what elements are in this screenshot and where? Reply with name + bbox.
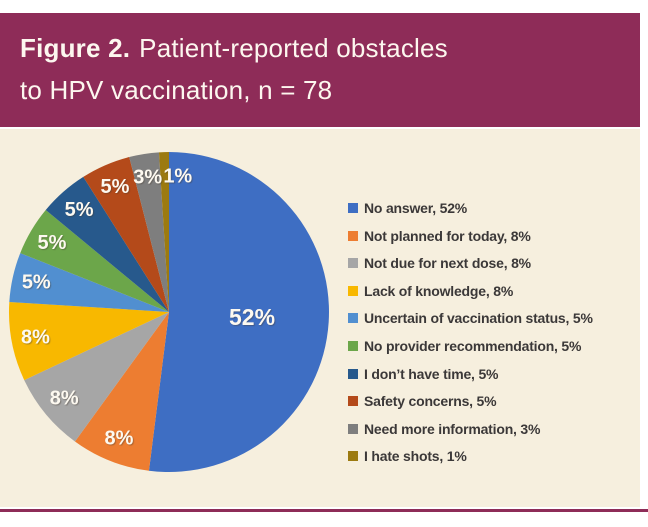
legend-label: Not due for next dose, 8% [364,255,531,272]
pie-chart: 52%8%8%8%5%5%5%5% 3% 1% [8,152,329,472]
pie-slice-6 [45,176,169,312]
pie-slice-label-4: 5% [22,271,51,293]
legend-item-2: Not due for next dose, 8% [348,255,593,272]
pie-slice-label-0: 52% [229,304,275,330]
legend-swatch-icon [348,396,358,407]
figure-title-line2: to HPV vaccination, n = 78 [20,75,333,105]
legend-item-1: Not planned for today, 8% [348,227,593,244]
figure-title: Figure 2. Patient-reported obstacles to H… [20,27,640,111]
legend-item-7: Safety concerns, 5% [348,393,593,410]
legend-item-5: No provider recommendation, 5% [348,337,593,354]
pie-slice-7 [83,157,169,312]
legend-item-8: Need more information, 3% [348,420,593,437]
legend-label: No provider recommendation, 5% [364,337,582,354]
legend-item-4: Uncertain of vaccination status, 5% [348,310,593,327]
pie-slice-label-3: 8% [21,326,50,348]
legend-swatch-icon [348,203,358,213]
legend-label: Need more information, 3% [364,420,541,437]
legend-label: Not planned for today, 8% [364,227,531,244]
legend-swatch-icon [348,340,358,351]
legend-swatch-icon [348,258,358,269]
pie-slice-label-2: 8% [50,388,79,410]
chart-area: 52% 8% 8% 8% 5% 5% 5% 5% 3% 1% No answer, 52% Not … [0,129,640,507]
pie-slice-4 [9,253,170,312]
legend-swatch-icon [348,368,358,379]
legend-label: No answer, 52% [364,200,468,216]
legend-swatch-icon [348,285,358,296]
pie-slice-label-9: 1% [163,165,192,187]
legend-item-6: I don’t have time, 5% [348,365,593,382]
pie-slice-3 [8,301,169,381]
pie-slice-label-8: 3% [133,167,162,189]
legend-label: Lack of knowledge, 8% [364,282,514,299]
legend-label: I don’t have time, 5% [364,365,499,382]
legend-label: Uncertain of vaccination status, 5% [364,310,593,327]
legend-label: I hate shots, 1% [364,448,467,465]
legend-swatch-icon [348,451,358,462]
pie-slice-1 [74,312,169,471]
pie-slice-0 [148,152,329,472]
legend-swatch-icon [348,313,358,324]
figure-title-line1: Patient-reported obstacles [139,33,448,63]
pie-slice-label-5: 5% [37,232,66,254]
figure-header: Figure 2. Patient-reported obstacles to H… [0,13,640,127]
legend-swatch-icon [348,423,358,434]
pie-slice-8 [129,152,169,312]
legend-swatch-icon [348,230,358,241]
pie-slice-9 [158,152,169,312]
pie-slice-label-7: 5% [101,176,130,198]
legend-item-3: Lack of knowledge, 8% [348,282,593,299]
legend: No answer, 52% Not planned for today, 8% N… [348,200,593,477]
pie-slice-label-1: 8% [104,427,133,449]
pie-slice-5 [20,210,169,312]
bottom-rule [0,509,648,512]
figure-label: Figure 2. [20,33,131,63]
legend-item-9: I hate shots, 1% [348,448,593,465]
pie-slice-2 [24,312,169,442]
pie-slice-label-6: 5% [65,199,94,221]
legend-label: Safety concerns, 5% [364,393,497,410]
legend-item-0: No answer, 52% [348,200,593,216]
